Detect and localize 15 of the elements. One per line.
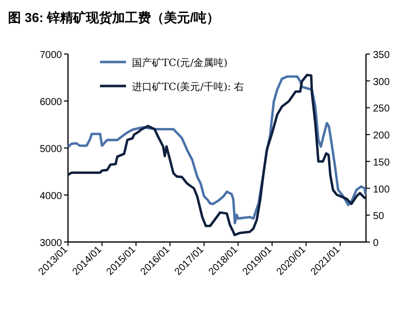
y-tick-label: 4000 xyxy=(40,191,62,202)
y-tick-label: 6000 xyxy=(40,97,62,108)
y-tick-label: 5000 xyxy=(40,144,62,155)
y2-tick-label: 150 xyxy=(373,157,390,168)
y2-tick-label: 50 xyxy=(373,211,385,222)
y2-tick-label: 350 xyxy=(373,50,390,61)
y2-tick-label: 200 xyxy=(373,130,390,142)
chart-title: 图 36: 锌精矿现货加工费（美元/吨） xyxy=(8,10,220,25)
y2-tick-label: 250 xyxy=(373,104,390,115)
y-tick-label: 7000 xyxy=(40,50,62,61)
y2-tick-label: 0 xyxy=(373,238,379,249)
legend-label: 进口矿TC(美元/千吨): 右 xyxy=(132,81,244,93)
y2-tick-label: 300 xyxy=(373,76,390,88)
y2-tick-label: 100 xyxy=(373,184,390,196)
legend-label: 国产矿TC(元/金属吨) xyxy=(132,57,228,69)
